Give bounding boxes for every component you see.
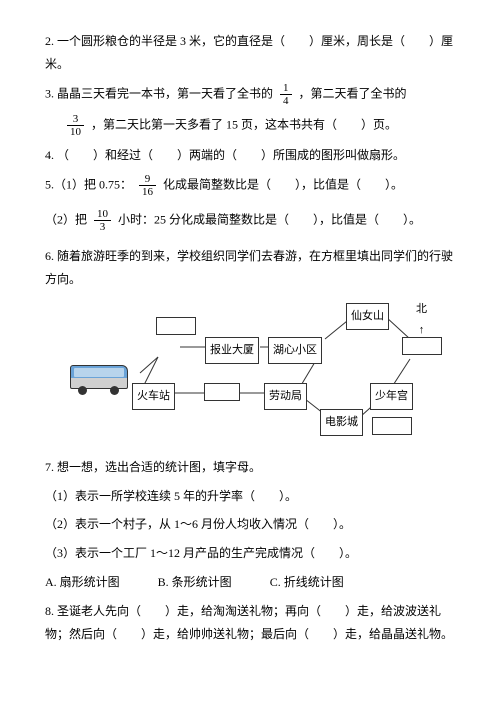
north-indicator: 北 ↑: [416, 299, 427, 341]
question-5-2: （2）把 10 3 小时：25 分化成最简整数比是（ ），比值是（ ）。: [45, 208, 455, 233]
node-huoche: 火车站: [132, 383, 175, 410]
blank-box-3: [204, 383, 240, 401]
node-huxin: 湖心小区: [268, 337, 322, 364]
node-laodong: 劳动局: [264, 383, 307, 410]
fraction-9-16: 9 16: [139, 173, 156, 198]
question-7-options: A. 扇形统计图 B. 条形统计图 C. 折线统计图: [45, 571, 455, 594]
q3-part-b: ，第二天看了全书的: [299, 86, 407, 100]
question-7-1: （1）表示一所学校连续 5 年的升学率（ ）。: [45, 485, 455, 508]
question-7: 7. 想一想，选出合适的统计图，填字母。: [45, 456, 455, 479]
q5-1-b: 化成最简整数比是（ ），比值是（ ）。: [163, 177, 403, 191]
fraction-3-10: 3 10: [67, 113, 84, 138]
question-5-1: 5.（1）把 0.75： 9 16 化成最简整数比是（ ），比值是（ ）。: [45, 173, 455, 198]
fraction-1-4: 1 4: [280, 82, 292, 107]
question-4: 4. （ ）和经过（ ）两端的（ ）所围成的图形叫做扇形。: [45, 144, 455, 167]
blank-box-1: [156, 317, 196, 335]
question-3: 3. 晶晶三天看完一本书，第一天看了全书的 1 4 ，第二天看了全书的: [45, 82, 455, 107]
q3-part-a: 3. 晶晶三天看完一本书，第一天看了全书的: [45, 86, 273, 100]
north-label: 北: [416, 303, 427, 315]
question-3-cont: 3 10 ，第二天比第一天多看了 15 页，这本书共有（ ）页。: [45, 113, 455, 138]
option-a: A. 扇形统计图: [45, 571, 120, 594]
q3-part-c: ，第二天比第一天多看了 15 页，这本书共有（ ）页。: [91, 117, 397, 131]
bus-icon: [70, 361, 132, 397]
question-7-2: （2）表示一个村子，从 1～6 月份人均收入情况（ ）。: [45, 513, 455, 536]
node-dianying: 电影城: [320, 409, 363, 436]
blank-box-4: [372, 417, 412, 435]
option-b: B. 条形统计图: [158, 571, 232, 594]
question-2: 2. 一个圆形粮仓的半径是 3 米，它的直径是（ ）厘米，周长是（ ）厘米。: [45, 30, 455, 76]
question-6: 6. 随着旅游旺季的到来，学校组织同学们去春游，在方框里填出同学们的行驶方向。: [45, 245, 455, 291]
option-c: C. 折线统计图: [270, 571, 344, 594]
node-shaonian: 少年宫: [370, 383, 413, 410]
node-baoye: 报业大厦: [205, 337, 259, 364]
q5-1-a: 5.（1）把 0.75：: [45, 177, 132, 191]
question-8: 8. 圣诞老人先向（ ）走，给淘淘送礼物；再向（ ）走，给波波送礼物；然后向（ …: [45, 600, 455, 646]
q5-2-b: 小时：25 分化成最简整数比是（ ），比值是（ ）。: [118, 212, 421, 226]
q5-2-a: （2）把: [45, 212, 90, 226]
north-arrow: ↑: [419, 324, 425, 336]
question-7-3: （3）表示一个工厂 1～12 月产品的生产完成情况（ ）。: [45, 542, 455, 565]
node-xiannv: 仙女山: [346, 303, 389, 330]
route-diagram: 报业大厦 湖心小区 仙女山 火车站 劳动局 少年宫 电影城 北 ↑: [70, 299, 430, 444]
fraction-10-3: 10 3: [94, 208, 111, 233]
